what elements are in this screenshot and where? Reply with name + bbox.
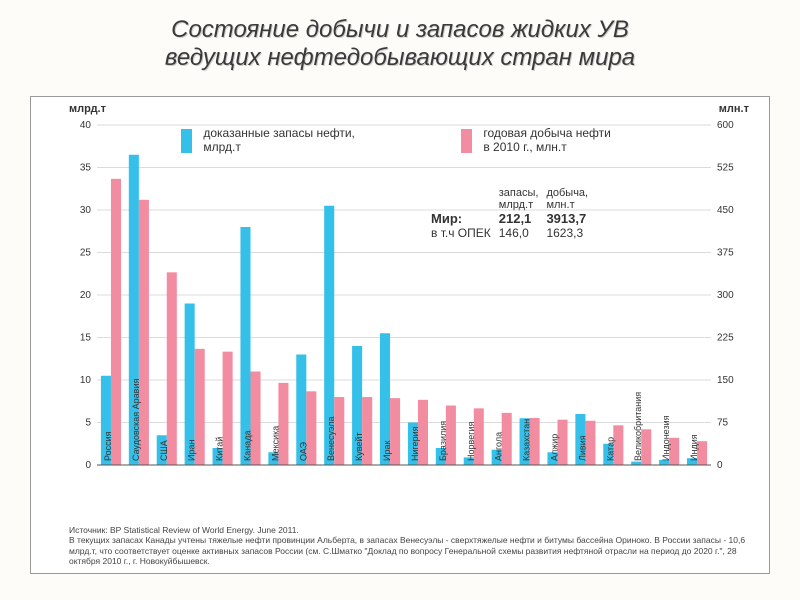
category-label: Китай (215, 437, 225, 461)
chart-footer: Источник: BP Statistical Review of World… (69, 525, 749, 568)
svg-text:300: 300 (717, 290, 734, 301)
slide: Состояние добычи и запасов жидких УВведу… (0, 0, 800, 600)
chart-container: млрд.т млн.т доказанные запасы нефти,млр… (30, 96, 770, 574)
svg-text:30: 30 (80, 205, 92, 216)
svg-text:150: 150 (717, 375, 734, 386)
category-label: США (159, 440, 169, 461)
category-label: Ливия (577, 435, 587, 461)
category-label: Катар (605, 437, 615, 461)
svg-text:15: 15 (80, 333, 92, 344)
svg-text:35: 35 (80, 163, 92, 174)
category-label: Ирак (382, 441, 392, 461)
category-label: Индонезия (661, 415, 671, 461)
category-label: Великобритания (633, 392, 643, 461)
bar-production (167, 272, 177, 465)
category-label: Ангола (494, 432, 504, 461)
svg-text:25: 25 (80, 248, 92, 259)
category-label: Индия (689, 434, 699, 461)
source-text: Источник: BP Statistical Review of World… (69, 525, 749, 536)
svg-text:450: 450 (717, 205, 734, 216)
svg-text:5: 5 (85, 418, 91, 429)
category-label: Канада (243, 431, 253, 461)
svg-text:20: 20 (80, 290, 92, 301)
category-label: Иран (187, 440, 197, 461)
category-label: Мексика (270, 426, 280, 461)
bar-reserves (631, 462, 641, 465)
footnote-text: В текущих запасах Канады учтены тяжелые … (69, 535, 749, 567)
svg-text:525: 525 (717, 163, 734, 174)
bar-reserves (240, 227, 250, 465)
category-label: Нигерия (410, 426, 420, 461)
category-label: Бразилия (438, 421, 448, 461)
category-label: Россия (103, 431, 113, 461)
page-title: Состояние добычи и запасов жидких УВведу… (0, 16, 800, 71)
svg-text:10: 10 (80, 375, 92, 386)
svg-text:600: 600 (717, 120, 734, 131)
category-label: Казахстан (522, 419, 532, 461)
bar-production (111, 179, 121, 465)
bar-chart: 0 5 10 15 20 25 30 35 40 0 75 150 225 300 375 450 525 600… (71, 119, 741, 519)
svg-text:0: 0 (717, 460, 723, 471)
svg-text:40: 40 (80, 120, 92, 131)
svg-text:225: 225 (717, 333, 734, 344)
svg-text:75: 75 (717, 418, 729, 429)
category-label: ОАЭ (298, 441, 308, 461)
category-label: Саудовская Аравия (131, 379, 141, 461)
category-label: Норвегия (466, 421, 476, 461)
svg-text:375: 375 (717, 248, 734, 259)
category-label: Венесуэла (326, 416, 336, 461)
category-label: Кувейт (354, 432, 364, 461)
category-label: Алжир (550, 434, 560, 461)
y-axis-left-label: млрд.т (69, 103, 106, 115)
svg-text:0: 0 (85, 460, 91, 471)
y-axis-right-label: млн.т (719, 103, 749, 115)
